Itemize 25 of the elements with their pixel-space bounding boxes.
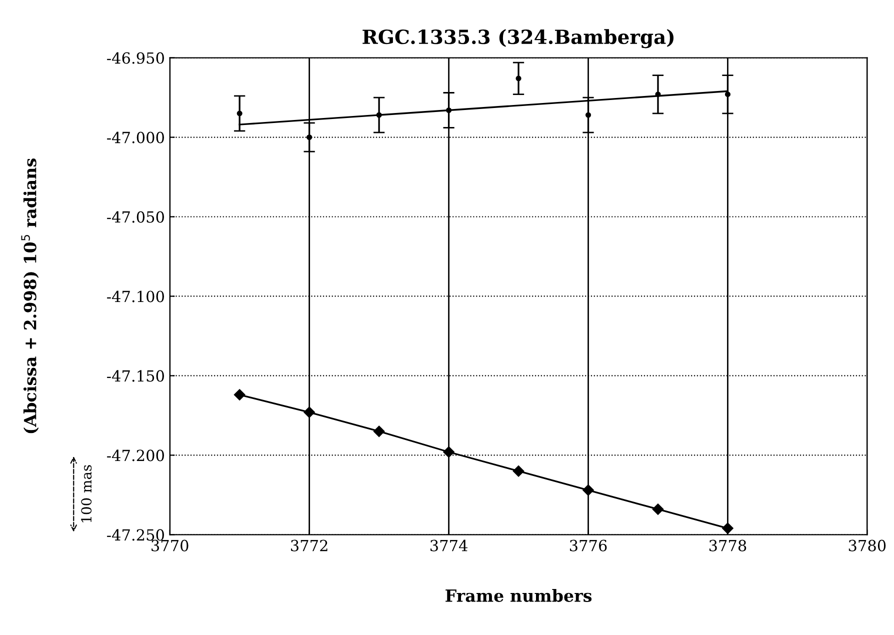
point (443, 446, 454, 458)
chart-title: RGC.1335.3 (324.Bamberga) (362, 29, 674, 48)
x-tick-label: 3780 (848, 540, 886, 552)
y-tick-label: -47.000 (107, 132, 164, 144)
y-tick-label: -47.050 (107, 211, 164, 223)
x-tick-label: 3772 (291, 540, 328, 552)
point (652, 504, 664, 515)
y-axis-title: (Abcissa + 2.998) 10$^{5}$ radians (21, 158, 39, 434)
y-tick-label: -47.100 (107, 290, 164, 302)
x-tick-label: 3770 (152, 540, 188, 552)
x-tick-label: 3776 (570, 540, 607, 552)
x-tick-label: 3778 (709, 540, 746, 552)
point (304, 406, 315, 418)
y-tick-label: -47.200 (107, 450, 164, 462)
point (722, 522, 734, 534)
text: 100 mas (81, 465, 92, 522)
point (234, 389, 246, 400)
point (373, 426, 385, 437)
point (512, 465, 524, 477)
y-tick-label: -47.150 (107, 370, 164, 382)
point (582, 484, 594, 496)
y-tick-label: -47.250 (107, 529, 164, 541)
x-tick-label: 3774 (430, 540, 468, 552)
x-axis-title: Frame numbers (446, 589, 592, 602)
y-tick-label: -46.950 (107, 52, 164, 64)
